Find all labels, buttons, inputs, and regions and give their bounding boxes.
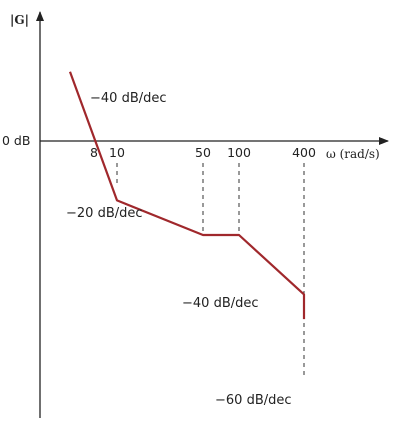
slope-label-4: −60 dB/dec bbox=[215, 393, 292, 408]
x-axis-label: ω (rad/s) bbox=[326, 147, 380, 161]
y-axis-label: |G| bbox=[10, 13, 29, 27]
x-tick-100: 100 bbox=[227, 145, 251, 160]
x-tick-50: 50 bbox=[195, 145, 211, 160]
slope-label-2: −20 dB/dec bbox=[66, 206, 143, 221]
slope-label-1: −40 dB/dec bbox=[90, 91, 167, 106]
x-tick-400: 400 bbox=[292, 145, 316, 160]
slope-label-3: −40 dB/dec bbox=[182, 296, 259, 311]
zero-db-label: 0 dB bbox=[2, 133, 30, 148]
x-tick-8: 8 bbox=[90, 145, 98, 160]
x-tick-10: 10 bbox=[109, 145, 125, 160]
magnitude-curve bbox=[68, 71, 306, 320]
